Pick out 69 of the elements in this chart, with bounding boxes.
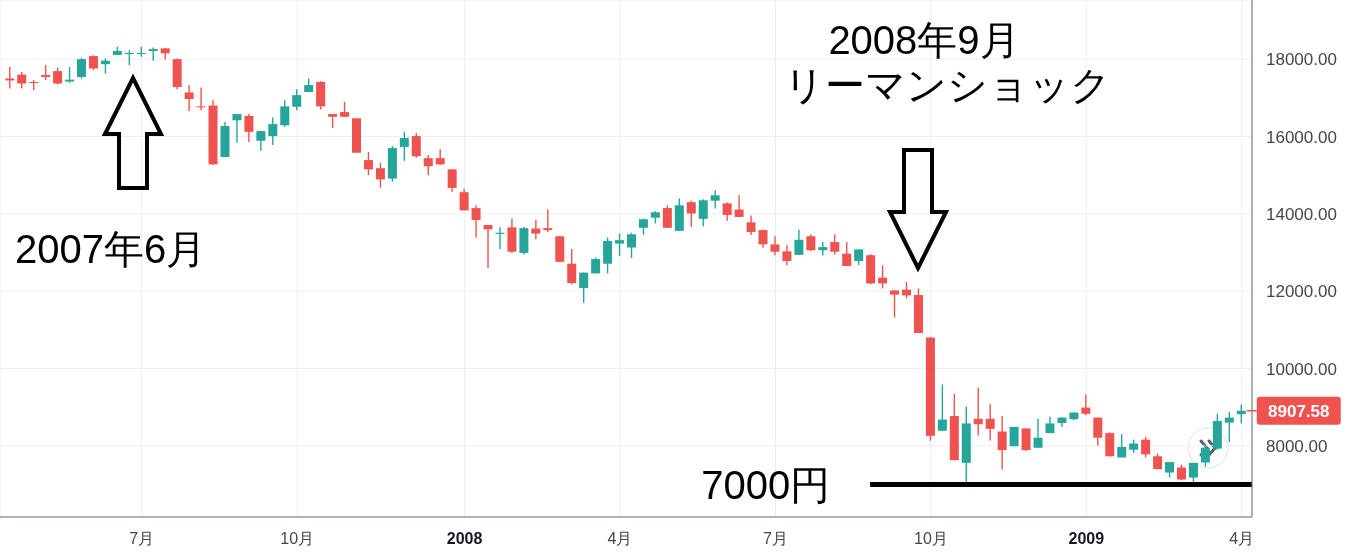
candlestick	[423, 154, 433, 176]
candlestick	[483, 224, 493, 270]
y-tick-label: 14000.00	[1266, 204, 1337, 224]
x-tick-label: 2009	[1068, 530, 1105, 547]
candlestick	[399, 131, 409, 162]
candlestick	[734, 194, 744, 218]
candlestick	[686, 199, 696, 228]
candlestick	[256, 130, 266, 152]
candlestick	[890, 289, 900, 319]
annotation: 8907.58	[1268, 401, 1330, 421]
candlestick	[567, 248, 577, 285]
annotation: 2007年6月	[15, 227, 207, 271]
candlestick	[794, 228, 804, 256]
candlestick	[471, 204, 481, 239]
candlestick	[603, 236, 613, 275]
candlestick	[196, 86, 206, 111]
y-tick-label: 18000.00	[1266, 50, 1337, 70]
y-tick-label: 16000.00	[1266, 127, 1337, 147]
candlestick	[232, 113, 242, 144]
candlestick	[1141, 436, 1151, 459]
candlestick	[710, 189, 720, 210]
x-tick-label: 2008	[446, 530, 483, 547]
candlestick	[770, 235, 780, 256]
candlestick	[244, 113, 254, 143]
candlestick	[495, 226, 505, 250]
x-tick-label: 7月	[129, 530, 155, 547]
candlestick	[184, 84, 194, 112]
candlestick	[973, 386, 983, 437]
annotation: 2008年9月	[828, 18, 1020, 62]
x-tick-label: 4月	[607, 530, 633, 547]
candlestick	[997, 415, 1007, 471]
candlestick	[531, 218, 541, 241]
candlestick	[447, 168, 457, 193]
candlestick	[746, 214, 756, 236]
candlestick	[985, 403, 995, 442]
candlestick	[627, 232, 636, 259]
candlestick	[5, 66, 15, 90]
candlestick	[937, 383, 947, 432]
y-tick-label: 10000.00	[1266, 359, 1337, 379]
candlestick	[615, 232, 625, 257]
candlestick	[662, 204, 672, 229]
candlestick	[280, 99, 290, 128]
candlestick	[1081, 393, 1091, 416]
candlestick	[698, 198, 708, 227]
candlestick	[1224, 411, 1234, 443]
candlestick	[830, 233, 840, 256]
x-tick-label: 10月	[280, 530, 315, 547]
candlestick	[543, 208, 553, 233]
candlestick	[818, 240, 828, 257]
candlestick	[1236, 403, 1246, 425]
candlestick	[363, 151, 373, 176]
candlestick	[1021, 427, 1031, 452]
y-tick-label: 8000.00	[1266, 436, 1328, 456]
candlestick	[782, 244, 792, 266]
candlestick	[375, 162, 385, 189]
x-tick-label: 4月	[1229, 530, 1255, 547]
candlestick	[1033, 418, 1043, 449]
candlestick	[292, 88, 302, 111]
candlestick	[435, 148, 445, 166]
candlestick	[268, 116, 278, 146]
candlestick	[77, 57, 87, 80]
annotation: リーマンショック	[783, 63, 1111, 107]
ref-line-label: 7000円	[701, 462, 831, 507]
y-tick-label: 12000.00	[1266, 282, 1337, 302]
candlestick	[1093, 416, 1103, 447]
candlestick	[411, 132, 421, 159]
x-tick-label: 10月	[913, 530, 948, 547]
candlestick	[579, 271, 589, 304]
x-tick-label: 7月	[763, 530, 788, 547]
